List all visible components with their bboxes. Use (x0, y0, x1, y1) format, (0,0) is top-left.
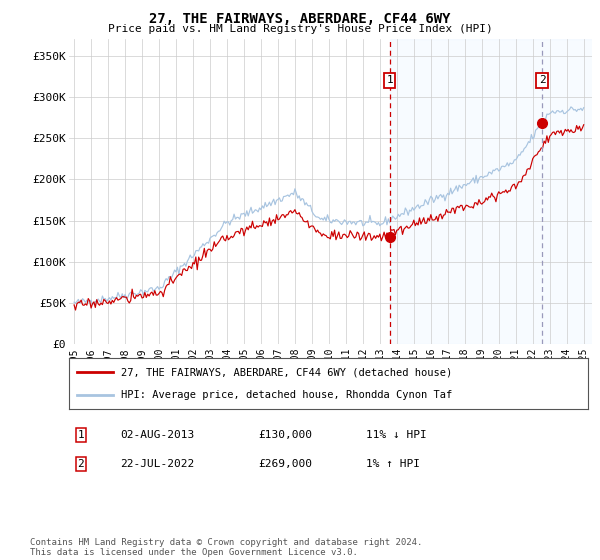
Text: 2: 2 (77, 459, 85, 469)
Text: 22-JUL-2022: 22-JUL-2022 (120, 459, 194, 469)
Text: 11% ↓ HPI: 11% ↓ HPI (366, 430, 427, 440)
Text: £269,000: £269,000 (258, 459, 312, 469)
Bar (390, 39, 600, 344)
Text: 27, THE FAIRWAYS, ABERDARE, CF44 6WY (detached house): 27, THE FAIRWAYS, ABERDARE, CF44 6WY (de… (121, 367, 452, 377)
Text: 1: 1 (77, 430, 85, 440)
Text: 1% ↑ HPI: 1% ↑ HPI (366, 459, 420, 469)
Text: 27, THE FAIRWAYS, ABERDARE, CF44 6WY: 27, THE FAIRWAYS, ABERDARE, CF44 6WY (149, 12, 451, 26)
Text: 1: 1 (386, 76, 393, 86)
Text: 02-AUG-2013: 02-AUG-2013 (120, 430, 194, 440)
Text: Price paid vs. HM Land Registry's House Price Index (HPI): Price paid vs. HM Land Registry's House … (107, 24, 493, 34)
Text: 2: 2 (539, 76, 545, 86)
Text: HPI: Average price, detached house, Rhondda Cynon Taf: HPI: Average price, detached house, Rhon… (121, 390, 452, 400)
Text: Contains HM Land Registry data © Crown copyright and database right 2024.
This d: Contains HM Land Registry data © Crown c… (30, 538, 422, 557)
Text: £130,000: £130,000 (258, 430, 312, 440)
